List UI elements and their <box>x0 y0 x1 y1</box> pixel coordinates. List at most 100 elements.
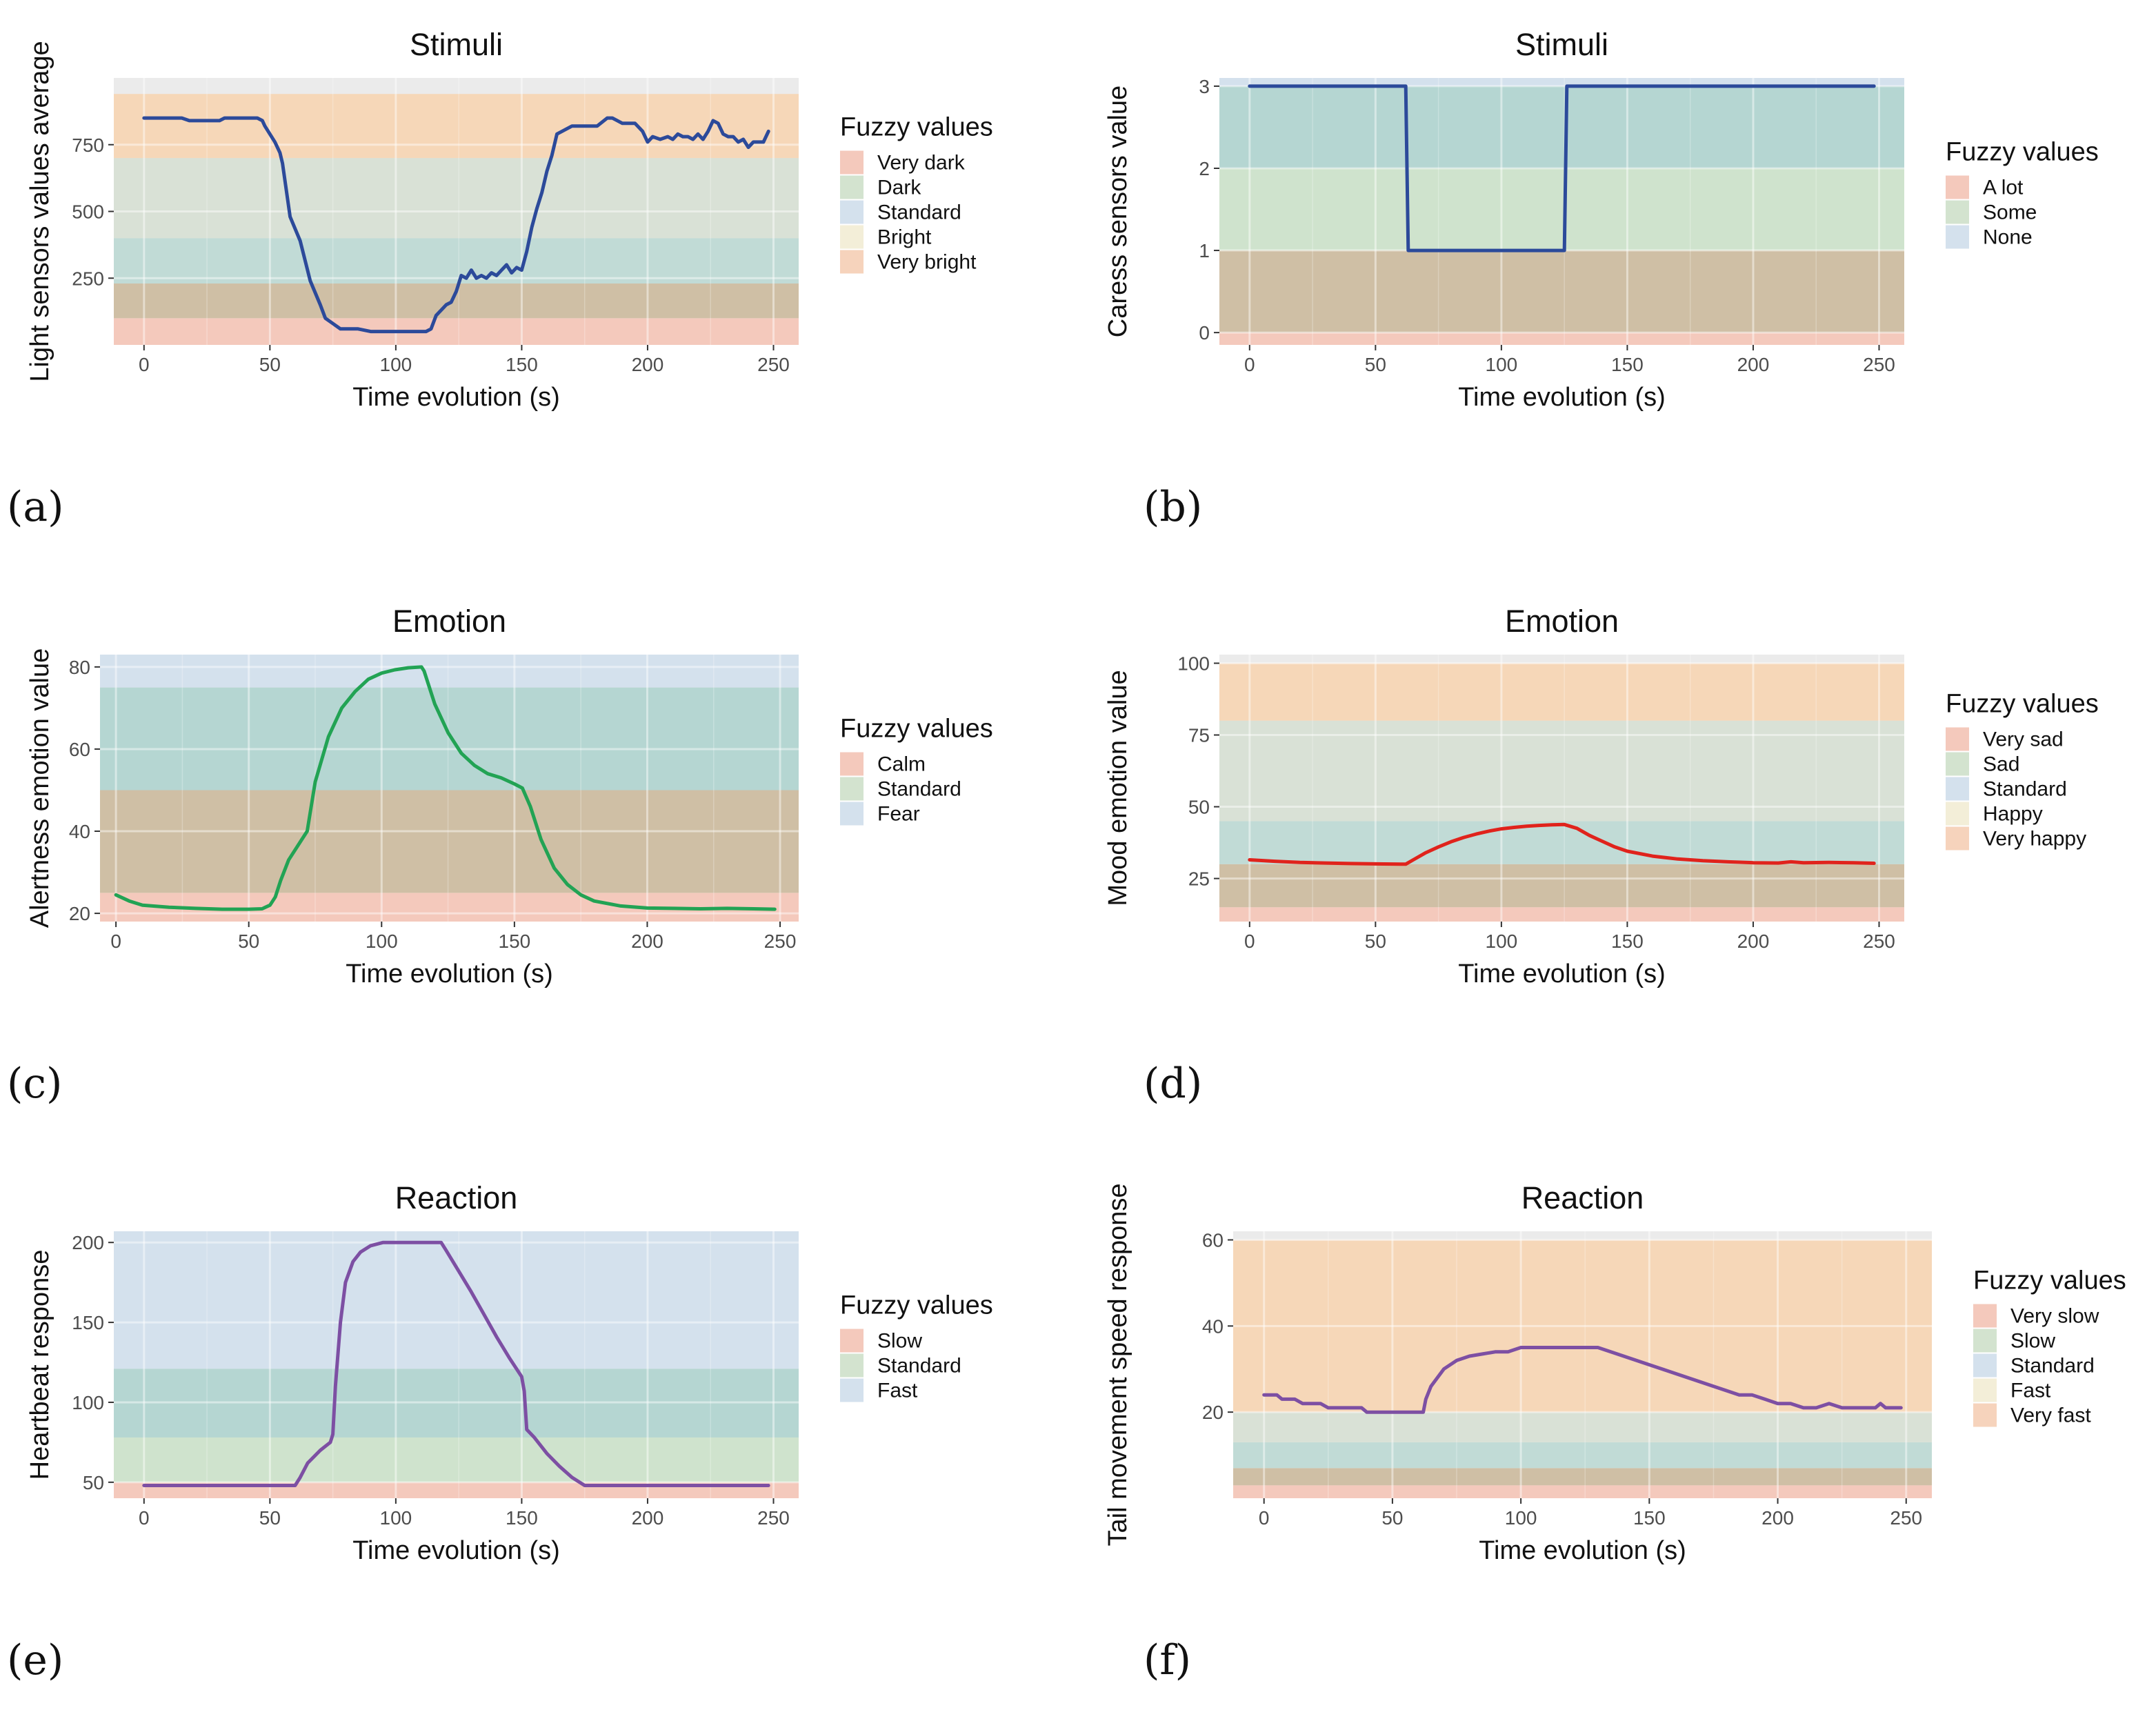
fuzzy-band <box>1219 78 1904 86</box>
fuzzy-band <box>1233 1442 1932 1469</box>
legend-swatch <box>840 225 864 249</box>
legend-item: Dark <box>877 177 921 199</box>
data-line <box>142 1240 770 1487</box>
legend-swatch <box>840 1353 864 1378</box>
y-tick-label: 100 <box>72 1392 104 1413</box>
data-line <box>142 116 770 334</box>
chart-panel-d: 0 50 100 150 200 250 25 50 75 100 Emotion Time evol… <box>1078 577 2156 1153</box>
data-line <box>1262 1346 1903 1414</box>
y-tick-label: 40 <box>69 821 90 842</box>
legend-title: Fuzzy values <box>840 715 993 744</box>
x-tick-label: 200 <box>1737 354 1770 375</box>
legend-item: Happy <box>1983 803 2043 826</box>
chart-svg-c: 0 50 100 150 200 250 20 40 60 80 Emotion Time evolu… <box>26 604 993 988</box>
fuzzy-band <box>114 1437 799 1482</box>
legend-swatch <box>840 777 864 801</box>
x-tick-label: 50 <box>259 354 281 375</box>
legend-title: Fuzzy values <box>1946 138 2099 167</box>
x-tick-label: 0 <box>139 354 150 375</box>
legend-item: Sad <box>1983 753 2019 776</box>
x-tick-label: 150 <box>1611 931 1644 952</box>
x-axis-title: Time evolution (s) <box>352 1536 560 1565</box>
legend-swatch <box>1946 200 1969 224</box>
fuzzy-band <box>1219 250 1904 333</box>
y-tick-label: 0 <box>1199 322 1210 344</box>
chart-svg-f: 0 50 100 150 200 250 20 40 60 Reaction Time evolut… <box>1104 1180 2126 1565</box>
x-tick-label: 100 <box>1486 931 1518 952</box>
fuzzy-band <box>114 158 799 239</box>
legend-swatch <box>1973 1304 1997 1328</box>
legend-swatch <box>840 250 864 274</box>
chart-svg-e: 0 50 100 150 200 250 50 100 150 200 Reaction Time e… <box>26 1180 993 1565</box>
chart-svg-b: 0 50 100 150 200 250 0 1 2 3 Stimuli Time evolution… <box>1104 27 2099 412</box>
legend-swatch <box>840 802 864 826</box>
x-tick-label: 250 <box>764 931 797 952</box>
legend-item: Very bright <box>877 251 977 274</box>
y-tick-label: 25 <box>1188 868 1210 890</box>
legend-swatch <box>1946 175 1969 199</box>
panel-label-c: (c) <box>7 1060 63 1108</box>
chart-title: Emotion <box>1505 604 1619 639</box>
y-axis-title: Tail movement speed response <box>1104 1184 1132 1547</box>
chart-title: Emotion <box>392 604 506 639</box>
legend-item: Some <box>1983 201 2037 224</box>
x-axis-title: Time evolution (s) <box>1479 1536 1686 1565</box>
fuzzy-band <box>1219 821 1904 864</box>
x-axis-title: Time evolution (s) <box>346 960 553 988</box>
x-tick-label: 50 <box>1365 931 1386 952</box>
y-tick-label: 80 <box>69 657 90 678</box>
y-tick-label: 60 <box>1202 1229 1224 1251</box>
fuzzy-band <box>114 1369 799 1438</box>
y-axis-title: Caress sensors value <box>1104 86 1132 337</box>
y-tick-label: 20 <box>69 903 90 924</box>
legend-item: Standard <box>877 201 961 224</box>
x-tick-label: 200 <box>632 1507 664 1529</box>
legend-item: Bright <box>877 226 932 249</box>
y-tick-label: 50 <box>83 1472 104 1493</box>
legend-swatch <box>840 150 864 175</box>
legend-swatch <box>840 175 864 199</box>
legend-item: Standard <box>1983 778 2067 801</box>
legend-item: Standard <box>877 778 961 801</box>
x-tick-label: 250 <box>757 1507 790 1529</box>
fuzzy-band <box>1219 332 1904 345</box>
legend-item: None <box>1983 226 2033 249</box>
legend-item: Standard <box>2010 1355 2095 1378</box>
legend-swatch <box>840 1378 864 1402</box>
legend-swatch <box>1946 826 1969 851</box>
x-tick-label: 250 <box>1890 1507 1922 1529</box>
x-tick-label: 200 <box>1761 1507 1794 1529</box>
x-tick-label: 150 <box>1633 1507 1666 1529</box>
fuzzy-band <box>100 687 799 791</box>
fuzzy-band <box>1233 1485 1932 1498</box>
chart-panel-f: 0 50 100 150 200 250 20 40 60 Reaction Time evolut… <box>1078 1153 2156 1730</box>
x-tick-label: 200 <box>1737 931 1770 952</box>
x-tick-label: 50 <box>1365 354 1386 375</box>
fuzzy-band <box>114 238 799 284</box>
x-tick-label: 50 <box>259 1507 281 1529</box>
y-tick-label: 50 <box>1188 797 1210 818</box>
legend-swatch <box>1946 802 1969 826</box>
legend-swatch <box>1946 752 1969 776</box>
fuzzy-band <box>1219 907 1904 922</box>
legend-swatch <box>1946 225 1969 249</box>
chart-title: Reaction <box>395 1180 518 1215</box>
legend-swatch <box>1946 777 1969 801</box>
fuzzy-band <box>114 318 799 345</box>
chart-svg-a: 0 50 100 150 200 250 250 500 750 Stimuli Time evol… <box>26 27 993 412</box>
data-line <box>1248 822 1876 866</box>
fuzzy-band <box>1219 720 1904 822</box>
y-tick-label: 100 <box>1177 653 1210 674</box>
panel-label-a: (a) <box>7 483 64 531</box>
chart-title: Reaction <box>1521 1180 1644 1215</box>
fuzzy-band <box>114 1231 799 1369</box>
y-tick-label: 250 <box>72 268 104 289</box>
fuzzy-band <box>1219 86 1904 168</box>
panel-label-b: (b) <box>1144 483 1203 531</box>
legend-item: Slow <box>877 1330 922 1353</box>
x-tick-label: 100 <box>366 931 398 952</box>
legend-swatch <box>840 1329 864 1353</box>
legend-swatch <box>1973 1378 1997 1402</box>
fuzzy-band <box>100 655 799 688</box>
data-line <box>114 665 777 911</box>
